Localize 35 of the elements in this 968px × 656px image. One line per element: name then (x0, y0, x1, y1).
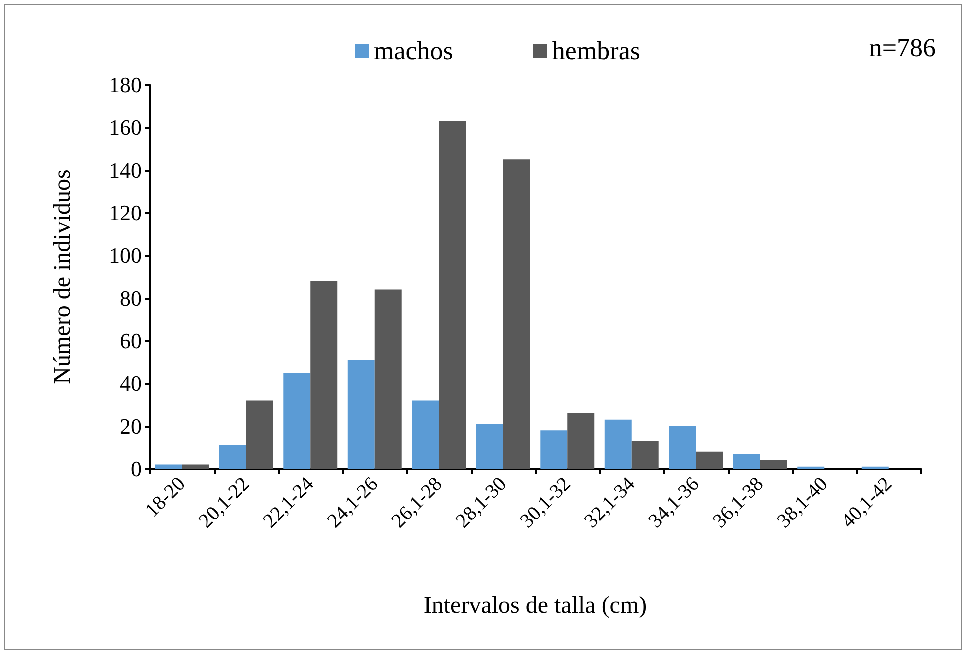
bar (540, 430, 568, 469)
bar (760, 460, 788, 469)
bar (632, 441, 659, 469)
y-tick-label: 140 (109, 158, 142, 183)
bar (310, 281, 338, 469)
y-axis-title: Número de individuos (50, 170, 76, 384)
bar (374, 290, 402, 469)
y-tick-label: 100 (109, 243, 142, 268)
bar (476, 424, 504, 469)
bar (669, 426, 696, 469)
bar (219, 446, 246, 469)
legend-label: machos (374, 36, 454, 66)
y-tick-label: 180 (109, 72, 142, 98)
x-axis-title: Intervalos de talla (cm) (424, 593, 648, 619)
bar (439, 121, 466, 469)
bar (696, 452, 724, 469)
y-tick-label: 0 (131, 456, 142, 482)
legend-label: hembras (552, 36, 641, 66)
y-tick-label: 20 (120, 414, 142, 439)
text: n=786 (869, 34, 936, 62)
y-tick-label: 60 (120, 328, 142, 354)
bar (568, 414, 595, 469)
bar (246, 400, 274, 469)
bar (284, 373, 311, 469)
bar (604, 420, 632, 469)
bar (733, 454, 760, 469)
y-tick-label: 120 (109, 200, 142, 226)
bar (412, 400, 440, 469)
y-tick-label: 40 (120, 371, 142, 396)
y-tick-label: 80 (120, 286, 142, 311)
bar (182, 464, 210, 469)
bar (155, 464, 182, 469)
bar (503, 160, 530, 469)
bar (348, 360, 375, 469)
y-tick-label: 160 (109, 115, 142, 140)
